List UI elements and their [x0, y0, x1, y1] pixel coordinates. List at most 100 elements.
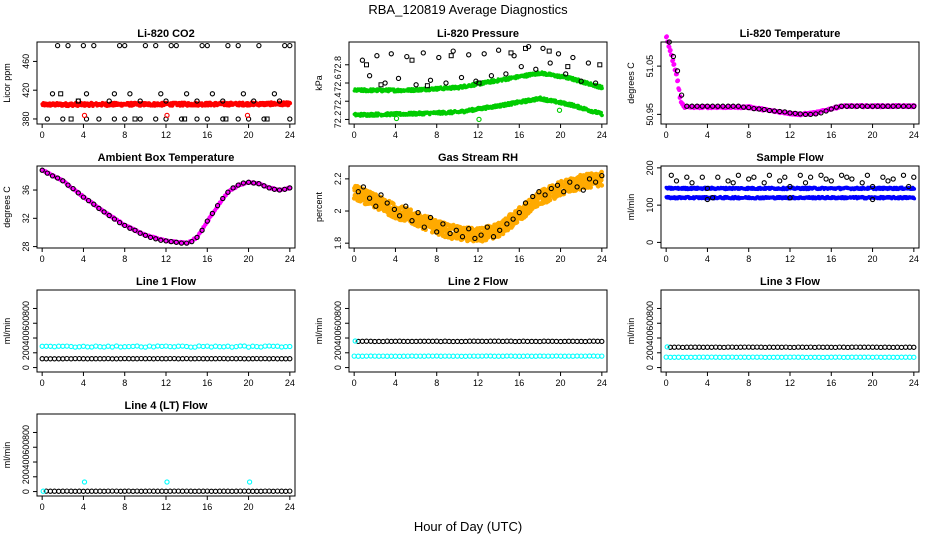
data-point — [199, 227, 205, 233]
data-point — [561, 189, 567, 195]
data-point — [147, 234, 154, 241]
data-point — [684, 103, 690, 109]
data-point — [403, 203, 409, 209]
data-point — [533, 66, 539, 72]
data-point — [787, 110, 793, 116]
y-tick-label: 28 — [21, 242, 31, 252]
data-point — [746, 104, 752, 111]
data-point — [600, 113, 604, 117]
data-point — [511, 53, 517, 59]
data-point — [664, 34, 669, 39]
data-point — [91, 201, 97, 207]
data-point — [194, 234, 200, 241]
data-point — [885, 103, 891, 109]
series-co2_reference_high — [54, 42, 293, 49]
data-point — [106, 212, 112, 219]
data-point — [240, 180, 247, 186]
data-point — [447, 230, 453, 237]
data-point — [495, 47, 502, 53]
series-co2_square — [58, 91, 270, 122]
data-point — [111, 116, 118, 122]
data-point — [85, 197, 92, 204]
x-tick-label: 4 — [393, 130, 398, 140]
data-point — [547, 197, 553, 203]
plot-area — [664, 34, 917, 118]
data-point — [599, 111, 604, 115]
data-point — [282, 186, 288, 192]
data-point — [65, 182, 71, 188]
x-tick-label: 4 — [81, 254, 86, 264]
x-tick-label: 16 — [514, 254, 524, 264]
data-point — [235, 116, 241, 122]
data-point — [554, 182, 561, 188]
data-point — [137, 116, 143, 122]
data-point — [433, 218, 438, 223]
data-point — [153, 236, 159, 242]
plot-area — [39, 167, 293, 246]
x-tick-label: 20 — [556, 254, 566, 264]
data-point — [366, 195, 373, 201]
series-rh_orange — [351, 169, 605, 244]
data-point — [423, 227, 428, 232]
data-point — [65, 42, 71, 49]
data-point — [547, 60, 553, 66]
data-point — [530, 193, 536, 200]
series-pressure_lower — [352, 95, 604, 118]
panel-title: Ambient Box Temperature — [98, 152, 235, 164]
x-tick-label: 0 — [664, 130, 669, 140]
data-point — [54, 42, 61, 49]
data-point — [49, 91, 56, 97]
x-tick-label: 12 — [473, 254, 483, 264]
data-point — [355, 189, 361, 195]
x-tick-label: 4 — [81, 130, 86, 140]
data-point — [158, 91, 164, 97]
data-point — [677, 87, 682, 93]
data-point — [251, 180, 257, 186]
data-point — [378, 192, 384, 198]
data-point — [220, 116, 226, 122]
data-point — [536, 189, 542, 195]
data-point — [276, 187, 283, 193]
data-point — [427, 77, 434, 83]
y-tick-label: 72.8 — [333, 56, 343, 74]
x-tick-label: 24 — [285, 254, 295, 264]
y-axis-label: ml/min — [626, 194, 636, 221]
data-point — [183, 240, 190, 246]
data-point — [106, 98, 112, 104]
data-point — [409, 218, 415, 224]
x-tick-label: 4 — [705, 130, 710, 140]
data-point — [204, 42, 210, 49]
y-tick-label: 72.6 — [333, 74, 343, 92]
data-point — [466, 52, 472, 58]
data-point — [395, 75, 402, 82]
x-tick-label: 4 — [393, 254, 398, 264]
data-point — [276, 98, 283, 104]
data-point — [96, 205, 102, 212]
data-point — [458, 74, 465, 81]
series-box_temp_purple — [40, 168, 293, 246]
data-point — [586, 176, 593, 182]
data-point — [869, 103, 876, 109]
data-point — [288, 101, 293, 106]
data-point — [802, 111, 809, 118]
data-point — [83, 91, 90, 97]
data-point — [80, 42, 87, 49]
y-tick-label: 1.8 — [333, 237, 343, 250]
data-point — [522, 200, 529, 206]
data-point — [287, 42, 293, 49]
data-point — [715, 103, 721, 109]
data-point — [761, 106, 767, 113]
data-point — [674, 68, 681, 74]
data-point — [420, 50, 426, 56]
data-point — [476, 80, 482, 86]
x-tick-label: 20 — [244, 130, 254, 140]
plot-frame — [36, 165, 296, 249]
x-tick-label: 16 — [514, 130, 524, 140]
plot-area — [40, 42, 293, 122]
data-point — [132, 227, 138, 233]
data-point — [880, 103, 886, 109]
data-point — [599, 172, 605, 179]
x-tick-label: 0 — [352, 254, 357, 264]
data-point — [514, 220, 520, 225]
